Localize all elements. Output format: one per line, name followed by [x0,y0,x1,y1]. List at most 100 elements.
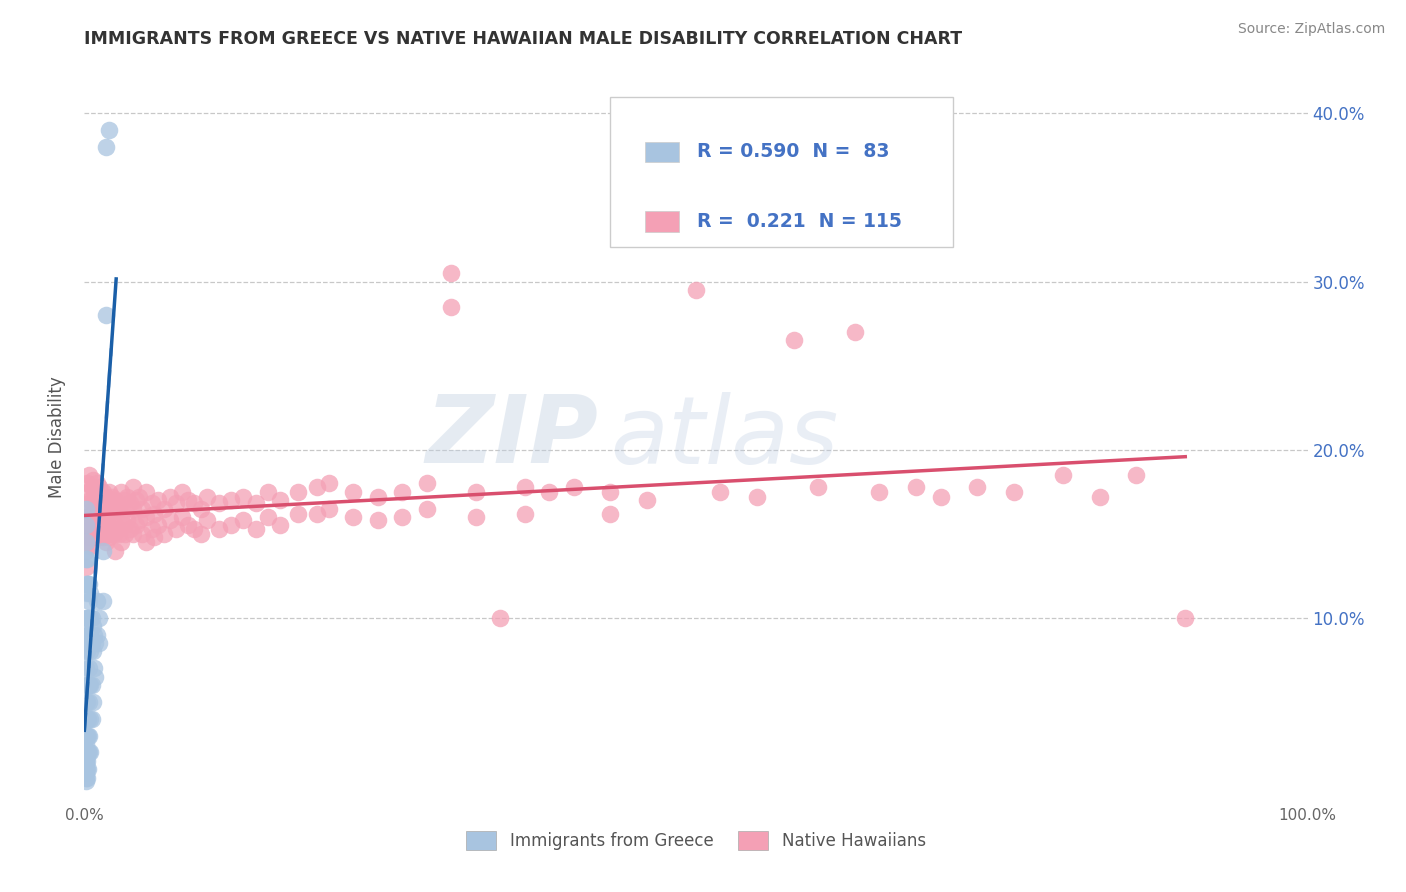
Point [82,695,104,709]
Point [75,543,97,558]
Point [159,513,181,527]
Point [77,594,100,608]
Point [76,745,98,759]
Point [79,493,101,508]
Point [76,695,98,709]
Point [77,729,100,743]
Point [97,507,120,521]
Point [190,526,212,541]
Point [75,757,97,772]
Point [141,496,163,510]
Point [269,493,291,508]
Point [79,678,101,692]
Point [97,123,120,137]
Point [77,577,100,591]
Point [77,762,100,776]
Point [107,501,129,516]
Point [96,535,118,549]
Point [96,140,118,154]
Point [103,501,125,516]
Point [112,493,135,508]
Point [101,490,124,504]
Point [76,762,98,776]
Point [177,493,200,508]
Point [1088,490,1111,504]
Point [232,490,254,504]
Point [97,501,120,516]
Point [195,513,218,527]
Point [104,518,127,533]
Point [76,644,98,658]
Point [318,501,340,516]
Point [98,501,121,516]
Point [245,496,267,510]
Point [76,754,98,768]
Point [79,712,101,726]
Point [79,627,101,641]
Point [165,496,187,510]
Point [114,501,136,516]
Point [440,300,463,314]
Point [91,594,114,608]
Point [110,535,132,549]
FancyBboxPatch shape [610,97,953,247]
Point [416,476,439,491]
Point [75,678,97,692]
Point [75,560,97,574]
Point [135,484,157,499]
Point [77,530,100,544]
FancyBboxPatch shape [644,211,679,232]
Point [114,526,136,541]
Point [195,490,218,504]
Point [101,513,124,527]
Point [75,752,97,766]
Point [77,695,100,709]
Point [966,480,988,494]
Point [76,577,98,591]
Point [76,729,98,743]
Point [96,490,118,504]
Point [98,526,121,541]
Point [269,518,291,533]
Point [77,524,100,538]
Point [685,283,707,297]
Point [257,510,280,524]
Point [122,501,145,516]
Point [75,611,97,625]
Point [105,496,128,510]
Point [96,308,118,322]
Point [77,661,100,675]
Point [89,490,111,504]
Point [77,745,100,759]
Point [79,518,101,533]
Point [287,484,309,499]
Point [112,518,135,533]
Point [783,334,806,348]
Point [636,493,658,508]
Point [599,484,621,499]
Point [86,627,108,641]
Point [79,644,101,658]
Point [190,501,212,516]
Point [110,510,132,524]
Point [1002,484,1025,499]
Point [115,513,138,527]
Point [97,484,120,499]
Text: Source: ZipAtlas.com: Source: ZipAtlas.com [1237,22,1385,37]
Point [1125,467,1147,482]
Point [135,535,157,549]
Point [77,496,100,510]
Point [87,530,110,544]
Point [80,611,103,625]
Point [115,490,138,504]
Point [929,490,952,504]
Point [100,496,122,510]
Point [76,611,98,625]
Point [143,530,166,544]
Point [90,493,112,508]
Point [391,484,413,499]
Point [125,493,148,508]
Point [141,522,163,536]
Point [538,484,561,499]
Point [94,496,117,510]
